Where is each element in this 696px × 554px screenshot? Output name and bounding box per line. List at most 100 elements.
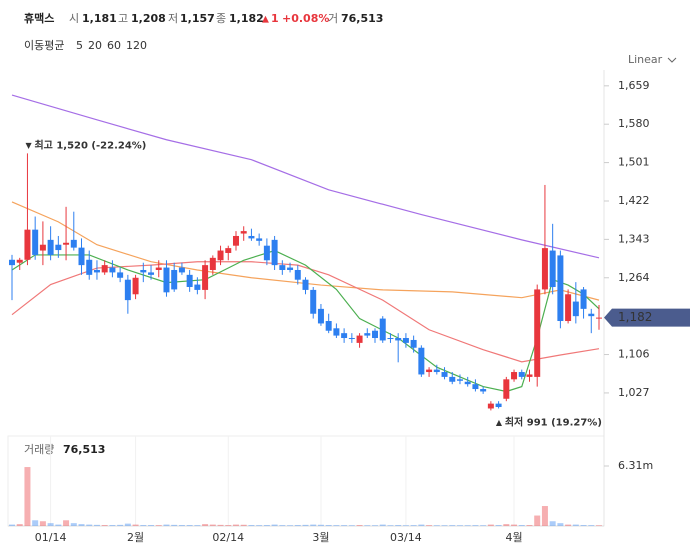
candle-body [16,259,23,263]
volume-bar [24,467,31,526]
volume-bar [101,525,108,526]
volume-label: 거 [328,12,338,25]
candle-body [480,389,487,392]
volume-bar [410,525,417,526]
volume-bar [70,523,77,526]
candle-body [426,369,433,373]
candle-body [70,239,77,248]
candle-body [186,274,193,287]
candle-body [395,338,402,341]
volume-bar [379,524,386,526]
volume-bar [534,515,541,526]
volume-bar [302,524,309,526]
volume-bar [472,525,479,526]
candle-body [287,267,294,270]
ma-legend: 60 [107,39,121,52]
candle-body [348,338,355,340]
candle-body [302,279,309,290]
volume-bar [402,525,409,526]
stock-name: 휴맥스 [24,11,54,25]
y-tick-label: 1,501 [618,156,650,169]
scale-button[interactable]: Linear [628,53,663,66]
volume-bar [565,524,572,526]
candle-body [549,250,556,287]
candle-body [580,289,587,309]
volume-bar [78,524,85,526]
moving-average [11,94,600,259]
volume-bar [464,525,471,526]
candle-body [248,235,255,239]
y-tick-label: 1,343 [618,232,650,245]
candle-body [503,379,510,399]
volume-bar [248,525,255,526]
volume-bar [171,524,178,526]
volume: 76,513 [341,12,383,25]
volume-bar [155,525,162,526]
x-tick-label: 4월 [505,531,522,544]
volume-bar [387,525,394,526]
candle-body [433,369,440,373]
volume-bar [449,525,456,526]
candle-body [148,272,155,275]
change-pct: +0.08% [282,12,329,25]
candle-body [441,372,448,377]
volume-bar [456,525,463,526]
volume-bar [364,525,371,526]
moving-average [11,201,600,301]
volume-bar [287,525,294,526]
candle-body [511,372,518,380]
volume-bar [178,525,185,526]
volume-bar [63,520,70,526]
volume-bar [294,525,301,526]
volume-bar [124,523,131,526]
volume-bar [418,524,425,526]
volume-bar [163,524,170,526]
candle-body [93,269,100,273]
volume-bar [271,524,278,526]
candle-body [101,265,108,273]
volume-bar [202,524,209,526]
volume-tick-label: 6.31m [618,459,653,472]
candle-body [225,248,232,253]
volume-bar [348,525,355,526]
candle-body [240,231,247,234]
change: 1 [271,12,279,25]
candle-body [341,333,348,339]
candle-body [194,284,201,290]
candle-body [163,267,170,293]
candle-body [209,257,216,270]
candle-body [263,245,270,261]
candle-body [63,242,70,245]
y-tick-label: 1,580 [618,117,650,130]
candle-body [333,328,340,336]
annotation-low: 최저 991 (19.27%) [505,415,602,428]
y-tick-label: 1,264 [618,271,650,284]
ma-label: 이동평균 [24,39,64,52]
annotation-arrow: ▼ [25,141,32,150]
x-tick-label: 3월 [312,531,329,544]
volume-bar [487,524,494,526]
volume-bar [333,525,340,526]
ma-legend: 5 [76,39,83,52]
up-icon: ▲ [262,15,269,25]
volume-bar [495,525,502,526]
x-tick-label: 02/14 [212,531,244,544]
volume-panel-total: 76,513 [63,443,105,456]
volume-bar [310,524,317,526]
moving-average [11,249,600,393]
candle-body [526,374,533,377]
candle-body [178,267,185,273]
volume-bar [225,525,232,526]
candle-body [541,248,548,290]
candle-body [317,308,324,324]
volume-bar [279,525,286,526]
candle-body [487,403,494,409]
candle-body [171,269,178,290]
x-tick-label: 01/14 [35,531,67,544]
candle-body [24,229,31,260]
header-item-value: 1,208 [131,12,166,25]
volume-bar [217,524,224,526]
volume-bar [55,524,62,526]
y-tick-label: 1,659 [618,79,650,92]
